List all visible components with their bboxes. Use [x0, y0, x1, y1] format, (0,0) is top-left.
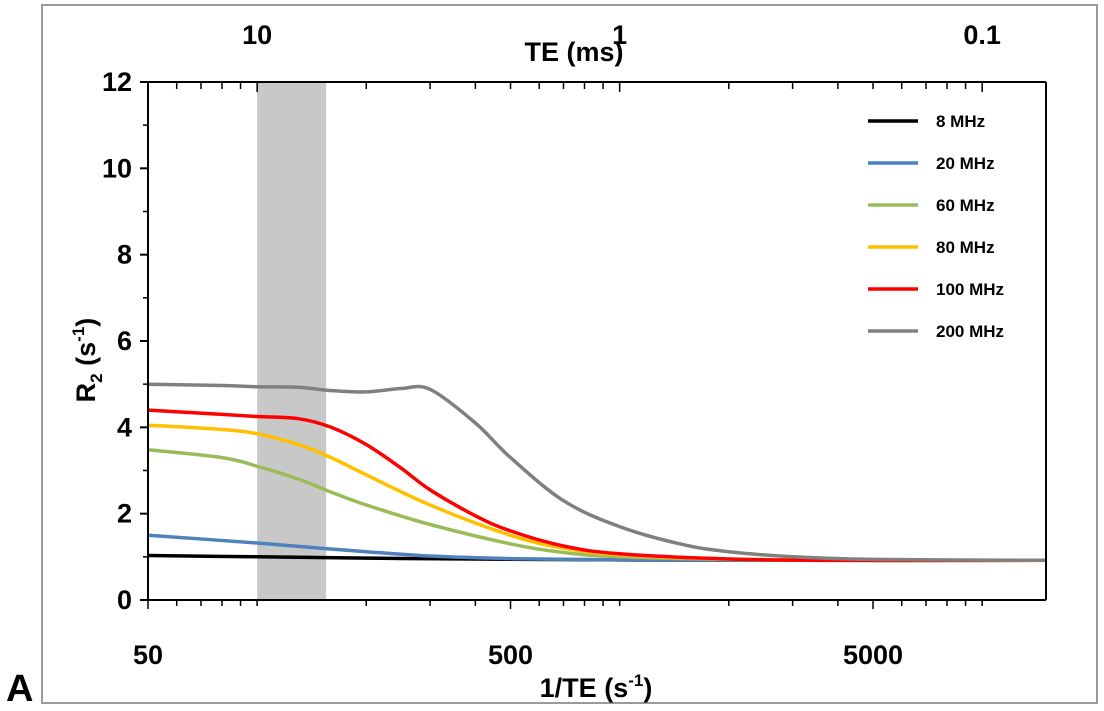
y-tick-label-0: 0	[117, 585, 132, 615]
y-axis-title-sub: 2	[87, 373, 106, 382]
figure-frame	[41, 4, 1098, 704]
tick-labels: 0 2 4 6 8 10 12 50 500 5000 10 1 0.1	[102, 20, 1001, 670]
legend-label-0: 8 MHz	[936, 112, 985, 131]
y-tick-label-1: 2	[117, 499, 132, 529]
legend-label-3: 80 MHz	[936, 238, 995, 257]
series-layer	[147, 382, 1047, 563]
axes-layer	[140, 81, 1047, 609]
top-tick-label-1: 1	[612, 20, 627, 50]
y-axis-title-unit-exp: -1	[69, 327, 88, 342]
top-axis-title: TE (ms)	[524, 37, 623, 67]
legend-label-2: 60 MHz	[936, 196, 995, 215]
series-line-4	[147, 408, 1047, 563]
legend-label-4: 100 MHz	[936, 280, 1004, 299]
series-line-5	[147, 382, 1047, 563]
y-tick-label-3: 6	[117, 326, 132, 356]
x-tick-label-1: 500	[488, 640, 533, 670]
x-axis-title: 1/TE (s-1)	[540, 671, 653, 703]
y-axis-title-unit: s	[71, 342, 101, 357]
legend-label-1: 20 MHz	[936, 154, 995, 173]
x-axis-title-main: 1/TE	[540, 673, 597, 703]
legend-label-5: 200 MHz	[936, 322, 1004, 341]
y-axis-title-paren-close: )	[71, 318, 101, 327]
shaded-region-layer	[257, 82, 327, 600]
x-axis-title-paren-open: (	[597, 673, 614, 703]
x-tick-label-2: 5000	[843, 640, 903, 670]
y-tick-label-6: 12	[102, 67, 132, 97]
shaded-region	[257, 82, 327, 600]
y-tick-label-4: 8	[117, 240, 132, 270]
x-axis-title-paren-close: )	[643, 673, 652, 703]
y-tick-label-5: 10	[102, 153, 132, 183]
top-tick-label-0: 10	[242, 20, 272, 50]
panel-label: A	[6, 668, 34, 710]
legend: 8 MHz 20 MHz 60 MHz 80 MHz 100 MHz 200 MHz	[868, 112, 1004, 341]
x-tick-label-0: 50	[133, 640, 163, 670]
y-axis-title: R2 (s-1)	[69, 318, 106, 403]
top-tick-label-2: 0.1	[963, 20, 1001, 50]
y-axis-title-paren-open: (	[71, 357, 101, 374]
y-tick-label-2: 4	[117, 412, 132, 442]
x-axis-title-unit-exp: -1	[628, 671, 643, 690]
x-axis-title-unit: s	[613, 673, 628, 703]
y-axis-title-main: R	[71, 383, 101, 403]
